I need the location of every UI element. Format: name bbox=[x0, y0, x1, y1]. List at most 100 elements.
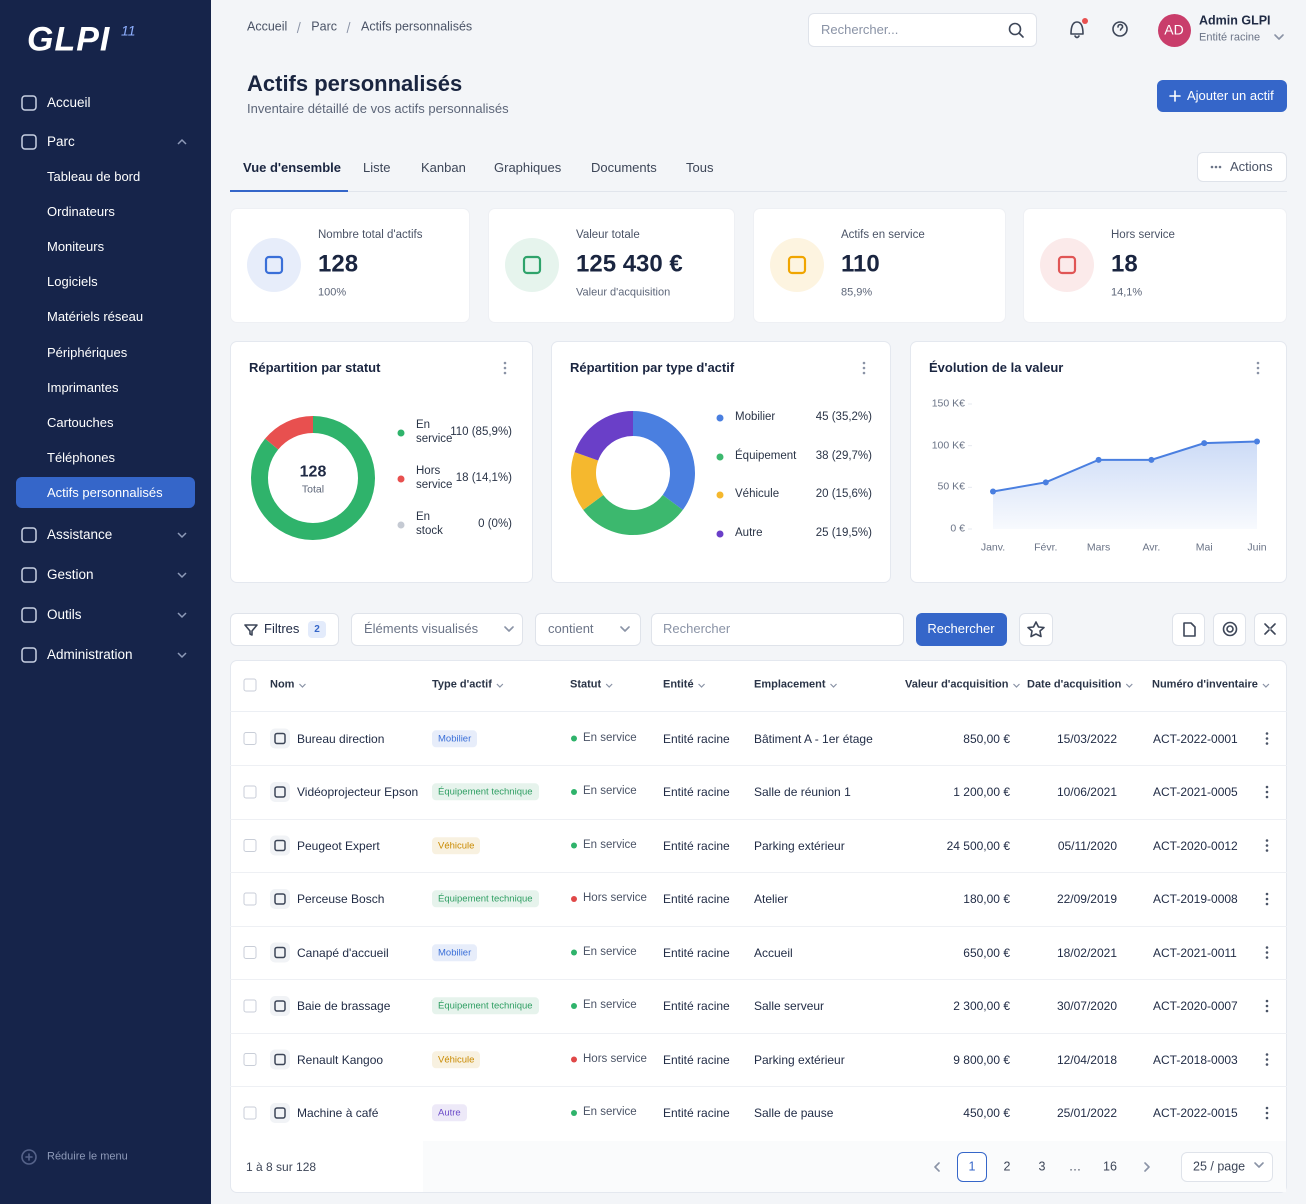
column-header[interactable]: Valeur d'acquisition bbox=[905, 678, 1009, 691]
x-tick-label: Mai bbox=[1195, 541, 1213, 554]
cell-status: En service bbox=[583, 945, 637, 958]
breadcrumb-item[interactable]: Parc bbox=[311, 19, 337, 34]
menu-item[interactable]: Accueil bbox=[47, 94, 91, 110]
table-panel bbox=[230, 660, 1287, 1193]
row-border bbox=[230, 872, 1287, 873]
legend-label: Hors service bbox=[416, 465, 453, 491]
user-name: Admin GLPI bbox=[1199, 13, 1271, 28]
favorite-button[interactable] bbox=[1019, 613, 1053, 646]
submenu-item[interactable]: Téléphones bbox=[47, 450, 115, 465]
logo: GLPI bbox=[27, 20, 111, 59]
field-select[interactable] bbox=[351, 613, 523, 646]
column-header[interactable]: Type d'actif bbox=[432, 678, 492, 691]
page-number[interactable]: 2 bbox=[1003, 1159, 1011, 1174]
cell-inventory: ACT-2019-0008 bbox=[1153, 891, 1238, 906]
avatar[interactable] bbox=[1158, 14, 1191, 47]
cell-value: 850,00 € bbox=[963, 731, 1010, 746]
submenu-item[interactable]: Matériels réseau bbox=[47, 309, 144, 325]
field-select-label: Éléments visualisés bbox=[364, 621, 479, 637]
menu-item[interactable]: Assistance bbox=[47, 526, 113, 542]
cell-status: En service bbox=[583, 731, 637, 744]
cell-date: 05/11/2020 bbox=[1057, 838, 1117, 853]
settings-button[interactable] bbox=[1213, 613, 1246, 646]
cell-name: Canapé d'accueil bbox=[297, 945, 389, 960]
column-header[interactable]: Entité bbox=[663, 678, 694, 691]
legend-label: En stock bbox=[416, 511, 443, 537]
panel-type bbox=[551, 341, 891, 583]
menu-item[interactable]: Parc bbox=[47, 133, 75, 149]
x-tick-label: Juin bbox=[1247, 541, 1267, 554]
page-number[interactable]: … bbox=[1068, 1159, 1082, 1174]
collapse-menu[interactable]: Réduire le menu bbox=[47, 1150, 128, 1163]
row-border bbox=[230, 925, 1287, 927]
type-badge: Équipement technique bbox=[432, 783, 539, 801]
stat-label: Actifs en service bbox=[841, 229, 925, 242]
submenu-item[interactable]: Actifs personnalisés bbox=[47, 485, 163, 501]
submenu-item[interactable]: Logiciels bbox=[47, 274, 98, 290]
cell-name: Peugeot Expert bbox=[297, 838, 380, 853]
tab[interactable]: Documents bbox=[591, 160, 657, 176]
menu-item[interactable]: Outils bbox=[47, 606, 82, 622]
menu-item[interactable]: Administration bbox=[47, 646, 133, 662]
cell-entity: Entité racine bbox=[663, 838, 730, 853]
export-button[interactable] bbox=[1172, 613, 1205, 646]
x-tick-label: Janv. bbox=[980, 541, 1006, 554]
column-header[interactable]: Emplacement bbox=[754, 678, 826, 691]
column-header[interactable]: Numéro d'inventaire bbox=[1152, 678, 1258, 691]
cell-location: Salle de réunion 1 bbox=[754, 784, 851, 799]
cell-value: 180,00 € bbox=[963, 891, 1010, 906]
y-tick-label: 100 K€ bbox=[931, 439, 965, 452]
search-box[interactable] bbox=[808, 13, 1037, 47]
cell-inventory: ACT-2020-0007 bbox=[1153, 998, 1238, 1013]
cell-entity: Entité racine bbox=[663, 731, 730, 746]
fullscreen-button[interactable] bbox=[1254, 613, 1287, 646]
submenu-item[interactable]: Imprimantes bbox=[47, 379, 119, 395]
cell-status: En service bbox=[583, 838, 637, 851]
cell-value: 2 300,00 € bbox=[953, 998, 1010, 1013]
tab[interactable]: Liste bbox=[363, 160, 391, 176]
submenu-item[interactable]: Ordinateurs bbox=[47, 204, 115, 220]
search-button[interactable] bbox=[916, 613, 1007, 646]
cell-location: Salle de pause bbox=[754, 1105, 834, 1120]
column-header[interactable]: Date d'acquisition bbox=[1027, 678, 1122, 691]
tab[interactable]: Vue d'ensemble bbox=[243, 160, 341, 176]
column-header[interactable]: Nom bbox=[270, 678, 295, 691]
cell-entity: Entité racine bbox=[663, 998, 730, 1013]
x-tick-label: Avr. bbox=[1142, 541, 1161, 554]
per-page-select[interactable] bbox=[1181, 1152, 1273, 1182]
search-input[interactable] bbox=[651, 613, 904, 646]
cell-status: Hors service bbox=[583, 892, 647, 905]
donut-center-label: Total bbox=[301, 483, 325, 496]
page-number[interactable]: 3 bbox=[1038, 1159, 1046, 1174]
column-header[interactable]: Statut bbox=[570, 678, 602, 691]
y-tick-label: 150 K€ bbox=[931, 397, 965, 410]
submenu-item[interactable]: Périphériques bbox=[47, 344, 128, 360]
cell-inventory: ACT-2020-0012 bbox=[1153, 838, 1238, 853]
stat-label: Valeur totale bbox=[576, 229, 640, 242]
stat-value: 128 bbox=[318, 250, 359, 278]
stat-label: Nombre total d'actifs bbox=[318, 229, 423, 242]
user-entity: Entité racine bbox=[1199, 31, 1261, 44]
page-number[interactable]: 16 bbox=[1103, 1159, 1117, 1174]
page-number[interactable]: 1 bbox=[968, 1159, 976, 1174]
submenu-item[interactable]: Tableau de bord bbox=[47, 169, 141, 185]
cell-status: Hors service bbox=[583, 1052, 647, 1065]
row-border bbox=[230, 818, 1287, 820]
tab[interactable]: Kanban bbox=[421, 160, 466, 176]
submenu-item[interactable]: Moniteurs bbox=[47, 239, 105, 255]
breadcrumb-item[interactable]: Accueil bbox=[247, 19, 288, 34]
cell-entity: Entité racine bbox=[663, 891, 730, 906]
tab[interactable]: Graphiques bbox=[494, 160, 562, 176]
submenu-item[interactable]: Cartouches bbox=[47, 414, 114, 430]
tab[interactable]: Tous bbox=[686, 160, 714, 176]
legend-label: En service bbox=[416, 419, 453, 445]
type-badge: Équipement technique bbox=[432, 890, 539, 908]
x-tick-label: Mars bbox=[1086, 541, 1111, 554]
legend-value: 38 (29,7%) bbox=[815, 450, 872, 463]
menu-item[interactable]: Gestion bbox=[47, 566, 94, 582]
y-tick-label: 0 € bbox=[950, 522, 965, 535]
actions-label: Actions bbox=[1230, 159, 1273, 175]
legend-label: Autre bbox=[735, 527, 763, 540]
cell-entity: Entité racine bbox=[663, 945, 730, 960]
cell-name: Baie de brassage bbox=[297, 998, 391, 1013]
